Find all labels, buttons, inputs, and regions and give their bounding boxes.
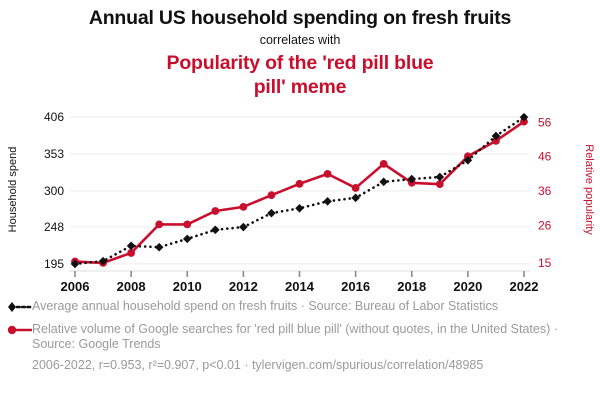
series-line	[73, 115, 526, 266]
left-axis-title: Household spend	[7, 147, 19, 233]
right-tick-label: 56	[538, 115, 552, 129]
data-point	[323, 169, 332, 178]
x-tick-label: 2016	[341, 279, 370, 293]
gridlines	[69, 116, 530, 265]
right-tick-label: 36	[538, 184, 552, 198]
data-point	[295, 179, 304, 188]
data-point	[211, 207, 220, 215]
data-point	[183, 220, 192, 229]
x-tick-label: 2006	[61, 279, 90, 293]
data-point	[435, 180, 444, 189]
data-point	[463, 155, 473, 165]
data-point	[379, 159, 388, 168]
left-tick-label: 195	[44, 257, 64, 271]
x-tick-label: 2010	[173, 279, 202, 293]
title-connector: correlates with	[259, 33, 341, 47]
left-tick-label: 353	[44, 147, 64, 161]
data-point	[519, 112, 529, 122]
x-axis: 2006 2008 2010 2012 2014 2016 2018 2020 2022	[61, 270, 539, 293]
data-point	[154, 242, 164, 252]
data-point	[267, 191, 276, 200]
data-point	[351, 184, 360, 192]
black-diamond-dotted-line-icon	[6, 300, 33, 316]
data-point	[295, 203, 304, 213]
series-layer	[70, 112, 529, 269]
data-point	[98, 256, 108, 266]
data-point	[239, 202, 248, 211]
correlation-stats-note: 2006-2022, r=0.953, r²=0.907, p<0.01 · t…	[32, 358, 484, 372]
data-point	[492, 136, 500, 145]
left-tick-label: 248	[44, 220, 64, 234]
x-tick-label: 2022	[510, 279, 539, 293]
red-circle-solid-line-icon	[6, 323, 33, 339]
series-line	[73, 120, 526, 265]
legend-item-series2: Relative volume of Google searches for '…	[6, 322, 594, 352]
data-point	[182, 234, 192, 244]
data-point	[239, 222, 248, 232]
data-point	[435, 172, 445, 182]
right-tick-label: 15	[538, 256, 552, 270]
data-point	[323, 197, 332, 206]
x-tick-label: 2018	[397, 279, 426, 293]
data-point	[520, 117, 528, 126]
x-tick-label: 2014	[285, 279, 315, 293]
data-point	[70, 259, 80, 269]
left-tick-label: 300	[44, 184, 64, 198]
legend-item-series1: Average annual household spend on fresh …	[6, 299, 594, 316]
left-tick-label: 406	[44, 110, 64, 124]
left-axis-ticks: 195 248 300 353 406	[44, 110, 64, 271]
data-point	[211, 225, 220, 235]
right-tick-label: 46	[538, 150, 552, 164]
page-title: Annual US household spending on fresh fr…	[88, 7, 512, 29]
legend-label-series2: Relative volume of Google searches for '…	[32, 322, 558, 351]
right-axis-ticks: 15 26 36 46 56	[538, 115, 552, 270]
chart-header: Annual US household spending on fresh fr…	[0, 0, 600, 99]
data-point	[351, 193, 360, 203]
right-tick-label: 26	[538, 218, 552, 232]
data-point	[127, 249, 136, 257]
chart-plot-area: 195 248 300 353 406 15 26 36 46 56 2006 2008 2010 2…	[0, 103, 600, 293]
x-tick-label: 2008	[117, 279, 146, 293]
data-point	[407, 174, 417, 184]
footer-row: 2006-2022, r=0.953, r²=0.907, p<0.01 · t…	[6, 358, 594, 373]
x-tick-label: 2012	[229, 279, 258, 293]
data-point	[155, 220, 164, 229]
chart-legend: Average annual household spend on fresh …	[0, 293, 594, 373]
data-point	[126, 241, 136, 251]
right-axis-title: Relative popularity	[583, 144, 595, 235]
data-point	[267, 208, 276, 218]
legend-label-series1: Average annual household spend on fresh …	[32, 299, 499, 313]
data-point	[379, 177, 388, 187]
page-subtitle: Popularity of the 'red pill blue pill' m…	[166, 52, 434, 98]
x-tick-label: 2020	[453, 279, 482, 293]
